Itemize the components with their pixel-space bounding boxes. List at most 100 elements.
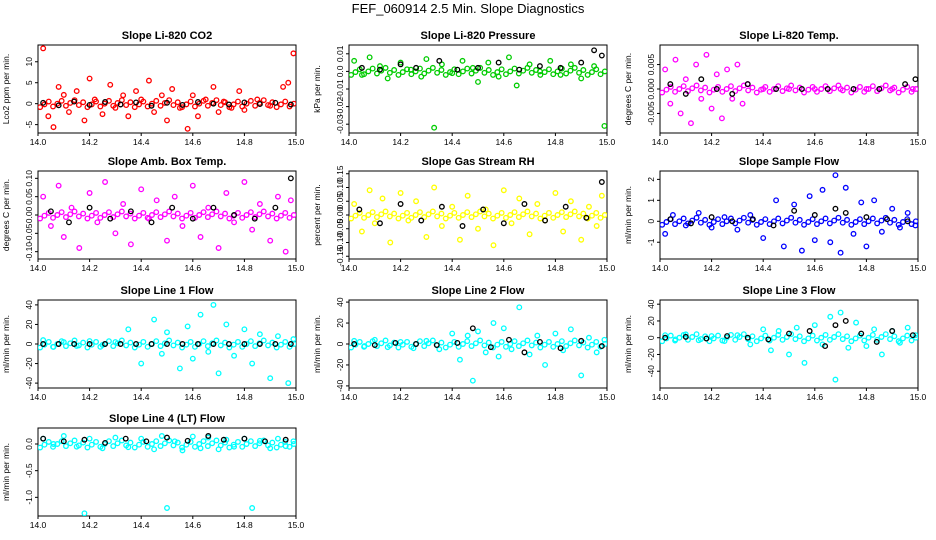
y-tick-label: 0 bbox=[335, 341, 345, 346]
reference-point bbox=[397, 61, 404, 68]
data-point bbox=[174, 99, 181, 106]
reference-point bbox=[832, 322, 839, 329]
data-point bbox=[136, 441, 142, 448]
reference-point bbox=[598, 343, 605, 350]
data-point bbox=[528, 69, 535, 76]
reference-point bbox=[287, 101, 294, 108]
reference-point bbox=[210, 204, 217, 211]
chart-title: Slope Line 1 Flow bbox=[121, 285, 214, 297]
reference-point bbox=[909, 332, 916, 339]
data-point bbox=[697, 219, 704, 226]
data-point bbox=[826, 336, 833, 343]
data-point bbox=[749, 84, 756, 91]
data-point bbox=[112, 434, 119, 441]
data-point bbox=[805, 86, 812, 93]
data-point bbox=[481, 213, 488, 220]
data-point bbox=[133, 88, 139, 95]
data-point bbox=[502, 214, 509, 221]
data-point bbox=[835, 331, 842, 338]
data-point bbox=[853, 319, 860, 326]
data-point bbox=[260, 97, 267, 104]
reference-point bbox=[241, 99, 248, 106]
chart-panel: Slope Line 4 (LT) Flow ml/min per min. 14.… bbox=[0, 413, 306, 538]
data-point bbox=[93, 438, 99, 445]
data-point bbox=[558, 209, 565, 216]
data-point bbox=[571, 208, 578, 215]
data-point bbox=[151, 446, 158, 453]
data-point bbox=[796, 333, 803, 340]
data-point bbox=[792, 87, 799, 94]
data-point bbox=[526, 231, 533, 238]
data-point bbox=[274, 193, 281, 200]
y-tick-label: -0.03 bbox=[335, 114, 345, 134]
data-point bbox=[153, 438, 160, 445]
data-point bbox=[140, 438, 147, 445]
reference-point bbox=[459, 223, 466, 229]
data-point bbox=[382, 337, 389, 344]
data-point bbox=[247, 209, 254, 216]
data-point bbox=[349, 344, 355, 351]
data-point bbox=[200, 338, 207, 345]
data-point bbox=[813, 337, 820, 344]
plot-area bbox=[38, 175, 296, 255]
reference-point bbox=[765, 336, 772, 343]
data-point bbox=[727, 215, 734, 222]
data-point bbox=[429, 208, 436, 215]
data-point bbox=[171, 193, 178, 200]
reference-point bbox=[791, 207, 798, 214]
data-point bbox=[157, 102, 164, 109]
y-tick-label: -5 bbox=[24, 121, 34, 129]
x-tick-label: 15.0 bbox=[288, 392, 305, 402]
data-point bbox=[140, 98, 147, 105]
reference-point bbox=[413, 341, 420, 347]
data-point bbox=[86, 435, 93, 442]
data-point bbox=[416, 209, 423, 216]
data-point bbox=[273, 444, 280, 451]
data-point bbox=[431, 124, 438, 131]
reference-point bbox=[832, 205, 839, 212]
y-tick-label: 0.0 bbox=[24, 438, 34, 450]
reference-point bbox=[122, 435, 129, 442]
data-point bbox=[256, 211, 263, 218]
reference-point bbox=[184, 437, 191, 444]
data-point bbox=[249, 360, 256, 367]
reference-point bbox=[164, 434, 170, 441]
data-point bbox=[734, 61, 741, 68]
reference-point bbox=[133, 341, 139, 347]
data-point bbox=[516, 304, 523, 311]
x-tick-label: 15.0 bbox=[599, 137, 616, 147]
data-point bbox=[223, 190, 230, 196]
plot-frame bbox=[37, 44, 297, 134]
y-axis-label: percent per min. bbox=[312, 184, 322, 245]
data-point bbox=[715, 332, 721, 339]
reference-point bbox=[86, 101, 93, 108]
reference-point bbox=[272, 204, 279, 211]
data-point bbox=[571, 337, 578, 344]
data-point bbox=[423, 56, 430, 63]
data-point bbox=[858, 199, 865, 206]
data-point bbox=[105, 209, 112, 216]
data-point bbox=[365, 68, 372, 75]
reference-point bbox=[749, 216, 756, 223]
data-point bbox=[123, 213, 130, 220]
data-point bbox=[520, 211, 527, 218]
reference-point bbox=[708, 214, 715, 221]
data-point bbox=[891, 84, 898, 91]
reference-point bbox=[798, 86, 805, 92]
reference-point bbox=[454, 66, 461, 73]
y-tick-label: 0.10 bbox=[24, 170, 34, 187]
reference-point bbox=[842, 209, 849, 216]
x-tick-label: 14.8 bbox=[547, 263, 564, 273]
data-point bbox=[80, 439, 87, 446]
data-point bbox=[67, 211, 74, 218]
y-tick-label: 20 bbox=[646, 316, 656, 326]
y-tick-label: 20 bbox=[24, 319, 34, 329]
reference-point bbox=[475, 64, 481, 71]
data-point bbox=[226, 104, 233, 111]
data-point bbox=[494, 341, 501, 348]
data-point bbox=[520, 340, 527, 347]
data-point bbox=[464, 192, 471, 199]
reference-point bbox=[169, 204, 176, 211]
data-point bbox=[490, 242, 497, 249]
data-point bbox=[891, 333, 898, 340]
